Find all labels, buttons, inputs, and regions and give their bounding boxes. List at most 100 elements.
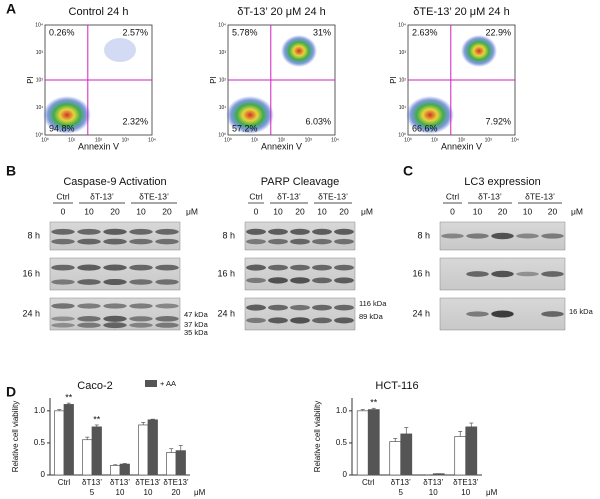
axis-label: Relative cell viability [11, 401, 20, 473]
blot-band [246, 304, 266, 311]
quadrant-label: 57.2% [232, 123, 258, 133]
blot-band [103, 238, 127, 245]
blot-title: Caspase-9 Activation [63, 176, 166, 188]
blot-band [516, 271, 539, 277]
unit-label: μM [571, 206, 583, 216]
time-label: 16 h [412, 268, 430, 278]
quadrant-label: 22.9% [485, 27, 511, 37]
blot-band [290, 277, 310, 284]
blot-band [77, 228, 101, 235]
axis-tick-label: 10¹ [36, 105, 44, 111]
bar [356, 410, 369, 476]
group-label: δT-13’ [478, 191, 502, 201]
blot-band [129, 279, 153, 285]
bar [454, 436, 467, 476]
blot-band [466, 311, 489, 317]
blot-band [334, 277, 354, 284]
axis-tick-label: 10² [219, 77, 227, 83]
legend-label: + AA [160, 379, 176, 388]
blot-band [77, 316, 101, 322]
quadrant-label: 31% [313, 27, 331, 37]
bar [54, 410, 65, 476]
blot-band [155, 228, 179, 235]
x-tick-label: δTE13’ [163, 478, 189, 487]
plot-title: δTE-13’ 20 μM 24 h [413, 6, 509, 18]
cell-cluster [226, 96, 274, 134]
blot-band [290, 228, 310, 235]
axis-label: Annexin V [78, 141, 119, 151]
dose-label: 10 [273, 206, 283, 216]
axis-label: PI [209, 76, 218, 84]
panel-label: C [403, 163, 413, 179]
blot-band [155, 279, 179, 285]
x-tick-label: δTE13’ [453, 478, 479, 487]
y-tick-label: 0 [41, 470, 46, 479]
x-tick-label: δT13’ [391, 478, 411, 487]
axis-tick-label: 10¹ [68, 137, 76, 143]
quadrant-label: 2.63% [412, 27, 438, 37]
y-tick-label: 0.5 [34, 438, 46, 447]
dose-label: 10 [523, 206, 533, 216]
dose-label: 10 [473, 206, 483, 216]
blot-band [103, 278, 127, 286]
group-label: δTE-13’ [525, 191, 555, 201]
axis-tick-label: 10² [95, 137, 103, 143]
axis-tick-label: 10³ [485, 137, 493, 143]
axis-tick-label: 10⁴ [511, 137, 519, 143]
blot-band [312, 317, 332, 324]
blot-band [129, 322, 153, 328]
blot-band [334, 304, 354, 311]
bar [166, 452, 177, 476]
x-tick-label: 10 [144, 488, 153, 497]
blot-band [290, 264, 310, 271]
bar [147, 419, 158, 476]
blot-band [129, 264, 153, 271]
axis-tick-label: 10⁰ [35, 132, 43, 138]
time-label: 24 h [217, 308, 235, 318]
axis-tick-label: 10³ [122, 137, 130, 143]
blot-band [129, 316, 153, 322]
x-tick-label: Ctrl [362, 478, 375, 487]
y-tick-label: 0 [343, 470, 348, 479]
bar [400, 433, 413, 476]
blot-band [155, 303, 179, 309]
blot-band [103, 228, 127, 235]
cell-cluster [281, 35, 317, 67]
axis-tick-label: 10⁰ [41, 137, 49, 143]
blot-band [77, 279, 101, 285]
significance: ** [93, 414, 101, 424]
bar [110, 465, 121, 476]
dose-label: 20 [295, 206, 305, 216]
blot-band [312, 304, 332, 311]
blot-band [246, 264, 266, 271]
blot-band [155, 322, 179, 328]
blot-band [246, 277, 266, 283]
blot-band [441, 233, 464, 239]
cell-cluster [43, 96, 91, 134]
time-label: 8 h [222, 230, 235, 240]
blot-band [77, 238, 101, 245]
blot-band [77, 322, 101, 328]
blot-band [268, 317, 288, 324]
quadrant-label: 94.8% [49, 123, 75, 133]
blot-band [491, 310, 514, 318]
blot-band [103, 303, 127, 309]
blot-band [51, 322, 75, 328]
blot-band [290, 304, 310, 311]
blot-strip [244, 257, 356, 291]
quadrant-label: 7.92% [485, 116, 511, 126]
quadrant-label: 2.57% [122, 27, 148, 37]
axis-label: PI [26, 76, 35, 84]
axis-tick-label: 10⁴ [35, 22, 43, 28]
x-tick-label: 5 [90, 488, 95, 497]
blot-band [77, 303, 101, 309]
blot-band [103, 264, 127, 271]
time-label: 16 h [22, 268, 40, 278]
bar [119, 463, 130, 476]
axis-tick-label: 10⁴ [218, 22, 226, 28]
blot-band [268, 238, 288, 245]
marker-label: 116 kDa [359, 299, 387, 308]
blot-band [466, 271, 489, 277]
unit-label: μM [486, 488, 498, 497]
time-label: 8 h [417, 230, 430, 240]
